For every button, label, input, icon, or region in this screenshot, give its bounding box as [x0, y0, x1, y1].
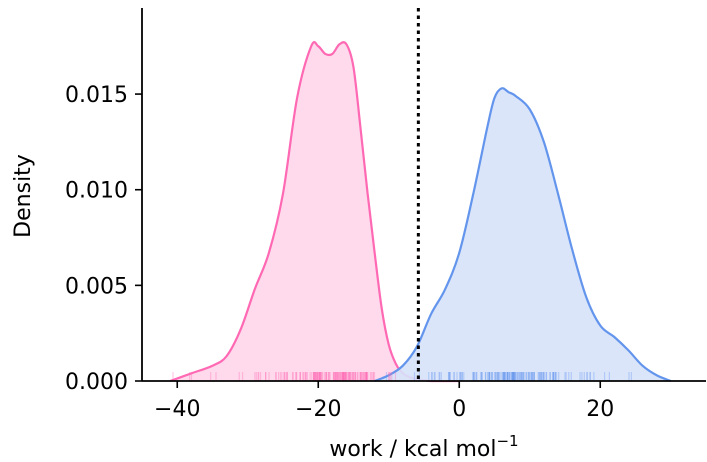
series-1-line	[374, 87, 672, 383]
series-0-area	[170, 42, 460, 381]
x-tick-label: 0	[452, 397, 466, 422]
y-tick-label: 0.010	[65, 179, 128, 204]
x-tick-label: −40	[154, 397, 200, 422]
x-tick-label: −20	[295, 397, 341, 422]
y-axis-label: Density	[11, 154, 36, 238]
x-axis-ticks: −40 −20 0 20	[154, 381, 614, 422]
x-axis-label-text: work / kcal mol	[329, 437, 496, 462]
series-1-area	[374, 88, 671, 382]
y-tick-label: 0.000	[65, 370, 128, 395]
y-axis-ticks: 0.000 0.005 0.010 0.015	[65, 83, 142, 395]
x-axis-label-superscript: −1	[496, 432, 518, 450]
y-tick-label: 0.005	[65, 274, 128, 299]
rug-layer	[172, 372, 632, 381]
x-tick-label: 20	[586, 397, 614, 422]
x-axis-label: work / kcal mol−1	[329, 432, 518, 462]
series-layer	[169, 41, 672, 383]
y-tick-label: 0.015	[65, 83, 128, 108]
